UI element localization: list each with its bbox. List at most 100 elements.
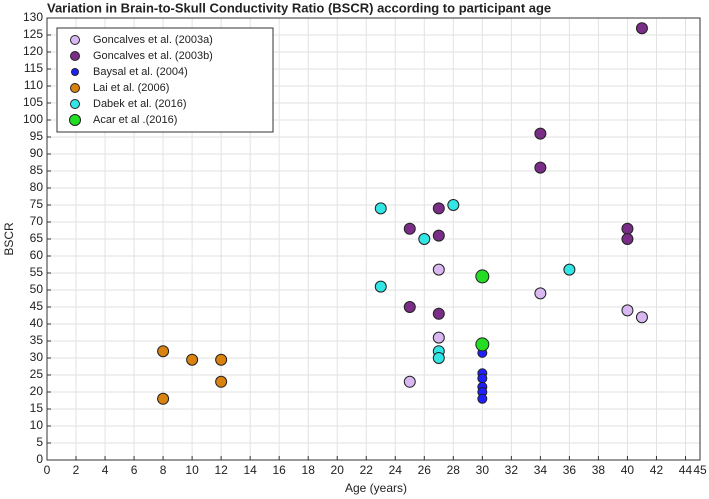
point [475,337,490,352]
x-tick-label: 34 [534,463,548,477]
y-tick-label: 130 [23,10,43,24]
y-tick-label: 50 [30,282,44,296]
x-tick-label: 4 [102,463,109,477]
point [432,352,445,364]
point [621,304,634,317]
x-tick-label: 8 [160,463,167,477]
x-tick-label: 45 [693,463,707,477]
y-tick-label: 100 [23,112,43,126]
point [403,301,416,313]
legend-label: Goncalves et al. (2003b) [93,50,213,62]
x-tick-label: 36 [563,463,577,477]
point [374,202,387,215]
point [186,353,199,366]
legend-label: Baysal et al. (2004) [93,66,188,78]
legend-marker [71,68,79,76]
x-tick-label: 38 [592,463,606,477]
legend-marker [70,51,80,61]
point [215,353,228,366]
y-tick-label: 55 [30,265,44,279]
legend-marker [70,99,80,109]
x-tick-label: 14 [243,463,257,477]
x-tick-label: 12 [214,463,228,477]
point [635,22,648,35]
y-tick-label: 85 [30,163,44,177]
point [477,393,488,404]
point [432,307,445,320]
x-tick-label: 40 [621,463,635,477]
point [374,280,387,293]
x-axis-label: Age (years) [345,481,407,495]
x-tick-label: 10 [185,463,199,477]
point [563,263,576,276]
legend-label: Acar et al .(2016) [93,114,177,126]
x-tick-label: 22 [360,463,374,477]
y-tick-label: 75 [30,197,44,211]
legend-box [56,27,274,133]
y-tick-label: 45 [30,299,44,313]
x-tick-label: 44 [679,463,693,477]
y-tick-label: 70 [30,214,44,228]
point [447,199,460,211]
legend-label: Lai et al. (2006) [93,82,169,94]
y-tick-label: 105 [23,95,43,109]
point [534,161,547,174]
y-tick-label: 95 [30,129,44,143]
x-tick-label: 28 [447,463,461,477]
x-tick-label: 32 [505,463,519,477]
point [534,127,547,140]
point [157,392,170,405]
point [432,229,445,242]
chart-title: Variation in Brain-to-Skull Conductivity… [47,0,551,15]
x-tick-label: 2 [73,463,80,477]
y-tick-label: 40 [30,316,44,330]
y-tick-label: 5 [36,435,43,449]
legend-label: Dabek et al. (2016) [93,98,187,110]
legend-marker [69,114,81,126]
x-tick-label: 6 [131,463,138,477]
y-tick-label: 90 [30,146,44,160]
point [432,331,445,344]
point [534,287,547,300]
y-tick-label: 65 [30,231,44,245]
point [432,263,445,276]
point [157,345,170,358]
x-tick-label: 24 [389,463,403,477]
y-axis-label: BSCR [2,222,16,256]
point [215,375,228,388]
y-tick-label: 80 [30,180,44,194]
x-tick-label: 0 [44,463,51,477]
y-tick-label: 110 [24,78,43,92]
point [403,375,416,388]
y-tick-label: 15 [30,401,44,415]
x-tick-label: 18 [302,463,316,477]
plot-frame [46,17,701,461]
y-tick-label: 125 [23,27,43,41]
point [418,233,431,245]
legend-marker [70,83,80,93]
y-tick-label: 25 [30,367,44,381]
y-tick-label: 60 [30,248,44,262]
x-tick-label: 20 [331,463,345,477]
point [403,222,416,235]
y-tick-label: 120 [23,44,43,58]
point [432,202,445,215]
legend-label: Goncalves et al. (2003a) [93,34,213,46]
y-tick-label: 115 [24,61,43,75]
point [621,233,634,245]
point [635,311,648,324]
y-tick-label: 30 [30,350,44,364]
y-tick-label: 20 [30,384,44,398]
legend-marker [70,35,80,45]
point [475,269,490,284]
point [621,222,634,235]
x-tick-label: 30 [476,463,490,477]
y-tick-label: 10 [30,418,44,432]
y-tick-label: 0 [36,452,43,466]
x-tick-label: 16 [272,463,286,477]
x-tick-label: 26 [418,463,432,477]
point [477,373,488,384]
y-tick-label: 35 [30,333,44,347]
x-tick-label: 42 [650,463,664,477]
